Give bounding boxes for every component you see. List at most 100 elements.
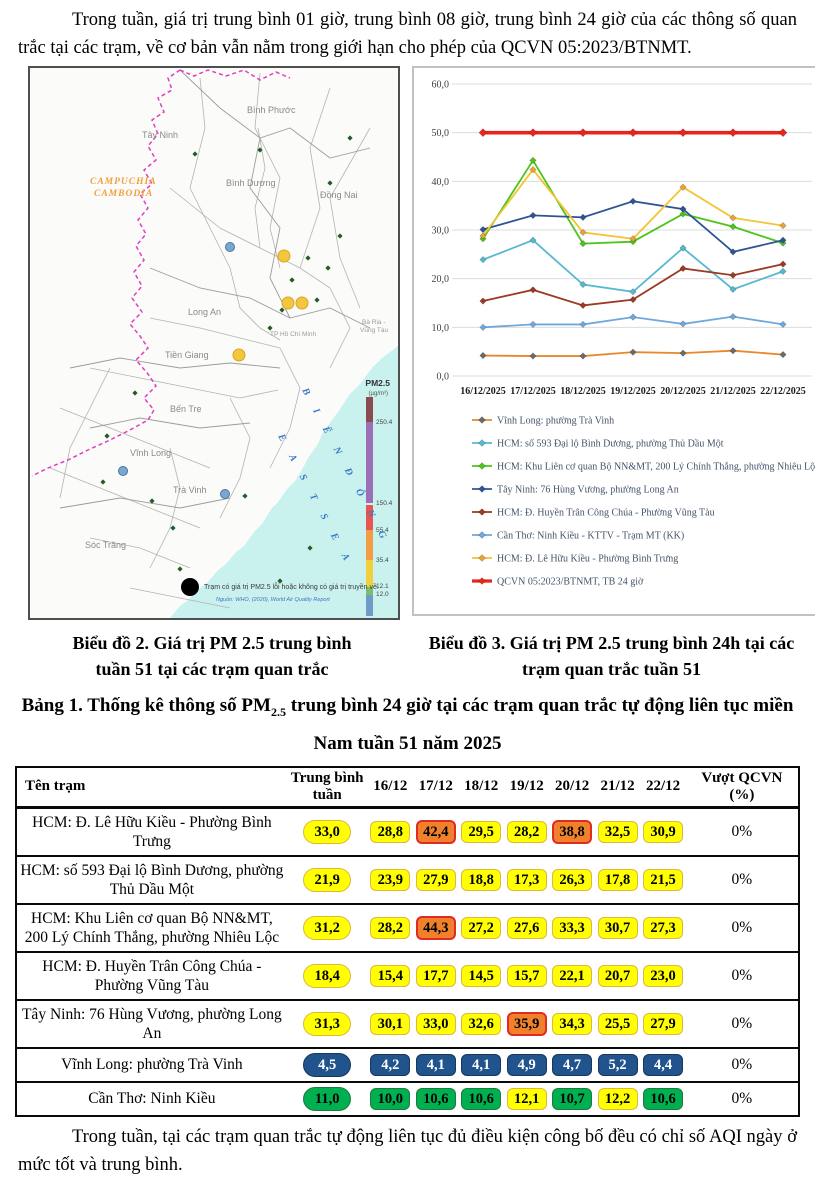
day-value-cell: 4,2 [368,1048,413,1082]
intro-paragraph: Trong tuần, giá trị trung bình 01 giờ, t… [18,10,797,58]
map-label: Vĩnh Long [130,448,171,458]
data-point-marker [779,320,787,329]
data-point-marker [529,320,537,329]
legend-label: QCVN 05:2023/BTNMT, TB 24 giờ [497,577,644,588]
day-value-cell: 4,7 [549,1048,594,1082]
day-value-cell: 10,6 [413,1082,458,1116]
day-value-pill: 33,0 [415,1012,456,1035]
series-7 [478,128,788,138]
map-label: Tiền Giang [165,350,209,360]
legend-label: HCM: Đ. Lê Hữu Kiều - Phường Bình Trưng [497,554,678,565]
data-point-marker [529,352,537,360]
closing-paragraph: Trong tuần, tại các trạm quan trắc tự độ… [18,1126,797,1175]
day-value-pill: 20,7 [597,964,638,987]
data-point-marker [479,232,487,240]
column-header: 16/12 [367,766,414,809]
day-value-cell: 4,4 [640,1048,685,1082]
colorbar-unit: (µg/m³) [369,391,388,397]
day-value-pill: 30,1 [370,1012,411,1035]
colorbar-tick: 150.4 [376,500,393,507]
map-legend: Trạm có giá trị PM2.5 lỗi hoặc không có … [181,578,379,603]
exceed-qcvn-value: 0% [731,1090,753,1108]
series-5 [479,313,787,331]
colorbar-tick: 12.1 [376,583,389,590]
day-value-cell: 25,5 [595,1000,640,1048]
day-value-cell: 44,3 [413,904,458,952]
column-header: 22/12 [640,766,686,809]
day-value-cell: 23,9 [368,856,413,904]
day-value-cell: 30,1 [368,1000,413,1048]
series-4 [479,260,787,310]
day-value-cell: 12,2 [595,1082,640,1116]
data-point-marker [529,156,537,165]
day-value-cell: 28,8 [368,807,413,856]
data-point-marker [578,128,588,138]
data-point-marker [579,301,587,310]
legend-label: Cần Thơ: Ninh Kiều - KTTV - Trạm MT (KK) [497,531,684,542]
cambodia-border [31,69,291,477]
weekly-avg-pill: 11,0 [303,1086,352,1111]
day-value-cell: 26,3 [549,856,594,904]
exceed-qcvn-value: 0% [731,1056,753,1074]
weekly-avg-cell: 21,9 [287,856,368,904]
map-label: Bình Phước [247,105,296,115]
day-value-cell: 29,5 [458,807,503,856]
day-value-pill: 17,7 [415,964,456,987]
weekly-avg-pill: 33,0 [303,819,352,844]
station-name: Cần Thơ: Ninh Kiều [88,1090,216,1108]
day-value-cell: 32,5 [595,807,640,856]
weekly-avg-pill: 21,9 [303,867,352,892]
sea-area [170,346,398,618]
station-name: Vĩnh Long: phường Trà Vinh [61,1056,243,1074]
chart-legend: Vĩnh Long: phường Trà Vinh HCM: số 593 Đạ… [472,416,815,588]
day-value-pill: 15,4 [370,964,411,987]
column-header: 18/12 [458,766,504,809]
day-value-pill: 38,8 [552,819,593,844]
day-value-pill: 28,8 [370,820,411,843]
map-label: Tây Ninh [142,130,178,140]
day-value-pill: 27,9 [415,868,456,891]
map-label: Bình Dương [226,178,275,188]
map-label: Sóc Trăng [85,540,126,550]
colorbar-tick: 55.4 [376,527,389,534]
day-value-cell: 10,6 [640,1082,685,1116]
data-point-marker [679,183,687,191]
data-point-marker [529,286,537,294]
x-axis-tick: 22/12/2025 [760,386,806,397]
day-value-cell: 20,7 [595,952,640,1000]
legend-label: Vĩnh Long: phường Trà Vinh [497,416,614,427]
day-value-pill: 17,8 [597,868,638,891]
column-header: Trung bình tuần [286,766,368,809]
day-value-cell: 5,2 [595,1048,640,1082]
colorbar-title: PM2.5 [365,378,390,388]
exceed-qcvn-value: 0% [731,967,753,985]
data-point-marker [478,416,486,424]
data-point-marker [779,236,787,244]
day-value-cell: 4,1 [413,1048,458,1082]
day-value-cell: 27,2 [458,904,503,952]
day-value-pill: 4,7 [552,1053,593,1076]
station-name: HCM: Đ. Huyền Trân Công Chúa - Phường Vũ… [42,957,262,994]
series-6 [479,166,787,243]
data-point-marker [529,166,537,174]
day-value-pill: 4,4 [643,1053,684,1076]
data-point-marker [729,248,737,256]
data-point-marker [728,128,738,138]
day-value-cell: 12,1 [504,1082,549,1116]
day-value-pill: 5,2 [597,1053,638,1076]
data-point-marker [679,205,687,213]
day-value-cell: 28,2 [368,904,413,952]
table-title: Bảng 1. Thống kê thông số PM2.5 trung bì… [10,690,805,760]
table-row: HCM: Đ. Lê Hữu Kiều - Phường Bình Trưng 3… [16,807,799,856]
day-value-cell: 10,7 [549,1082,594,1116]
station-markers-yellow [232,249,309,362]
road-network [49,72,371,609]
data-point-marker [679,244,687,252]
day-value-cell: 28,2 [504,807,549,856]
weekly-avg-pill: 31,2 [303,915,352,940]
day-value-cell: 17,3 [504,856,549,904]
data-point-marker [579,352,587,360]
data-point-marker [528,128,538,138]
table-row: HCM: số 593 Đại lộ Bình Dương, phường Th… [16,855,799,904]
